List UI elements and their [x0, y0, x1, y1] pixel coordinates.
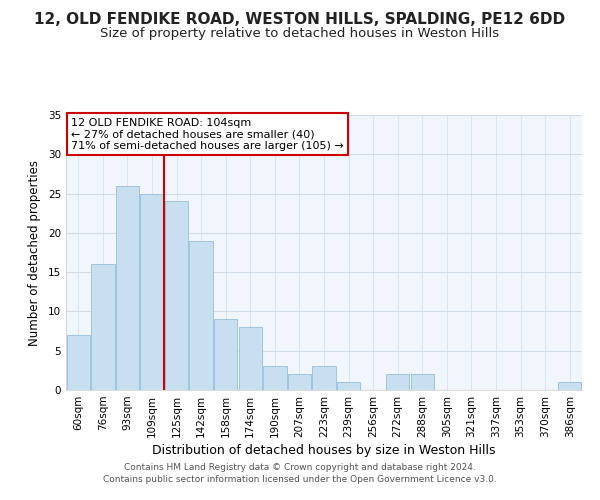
Bar — [190, 240, 213, 390]
Text: 12, OLD FENDIKE ROAD, WESTON HILLS, SPALDING, PE12 6DD: 12, OLD FENDIKE ROAD, WESTON HILLS, SPAL… — [34, 12, 566, 28]
Bar — [410, 374, 434, 390]
Text: 12 OLD FENDIKE ROAD: 104sqm
← 27% of detached houses are smaller (40)
71% of sem: 12 OLD FENDIKE ROAD: 104sqm ← 27% of det… — [71, 118, 344, 151]
Text: Contains HM Land Registry data © Crown copyright and database right 2024.: Contains HM Land Registry data © Crown c… — [124, 464, 476, 472]
X-axis label: Distribution of detached houses by size in Weston Hills: Distribution of detached houses by size … — [152, 444, 496, 457]
Bar — [263, 366, 287, 390]
Bar — [558, 382, 581, 390]
Bar — [140, 194, 164, 390]
Text: Contains public sector information licensed under the Open Government Licence v3: Contains public sector information licen… — [103, 475, 497, 484]
Bar — [116, 186, 139, 390]
Bar — [67, 335, 90, 390]
Y-axis label: Number of detached properties: Number of detached properties — [28, 160, 41, 346]
Bar — [165, 202, 188, 390]
Bar — [214, 320, 238, 390]
Bar — [337, 382, 360, 390]
Bar — [313, 366, 335, 390]
Bar — [239, 327, 262, 390]
Bar — [91, 264, 115, 390]
Text: Size of property relative to detached houses in Weston Hills: Size of property relative to detached ho… — [100, 28, 500, 40]
Bar — [288, 374, 311, 390]
Bar — [386, 374, 409, 390]
